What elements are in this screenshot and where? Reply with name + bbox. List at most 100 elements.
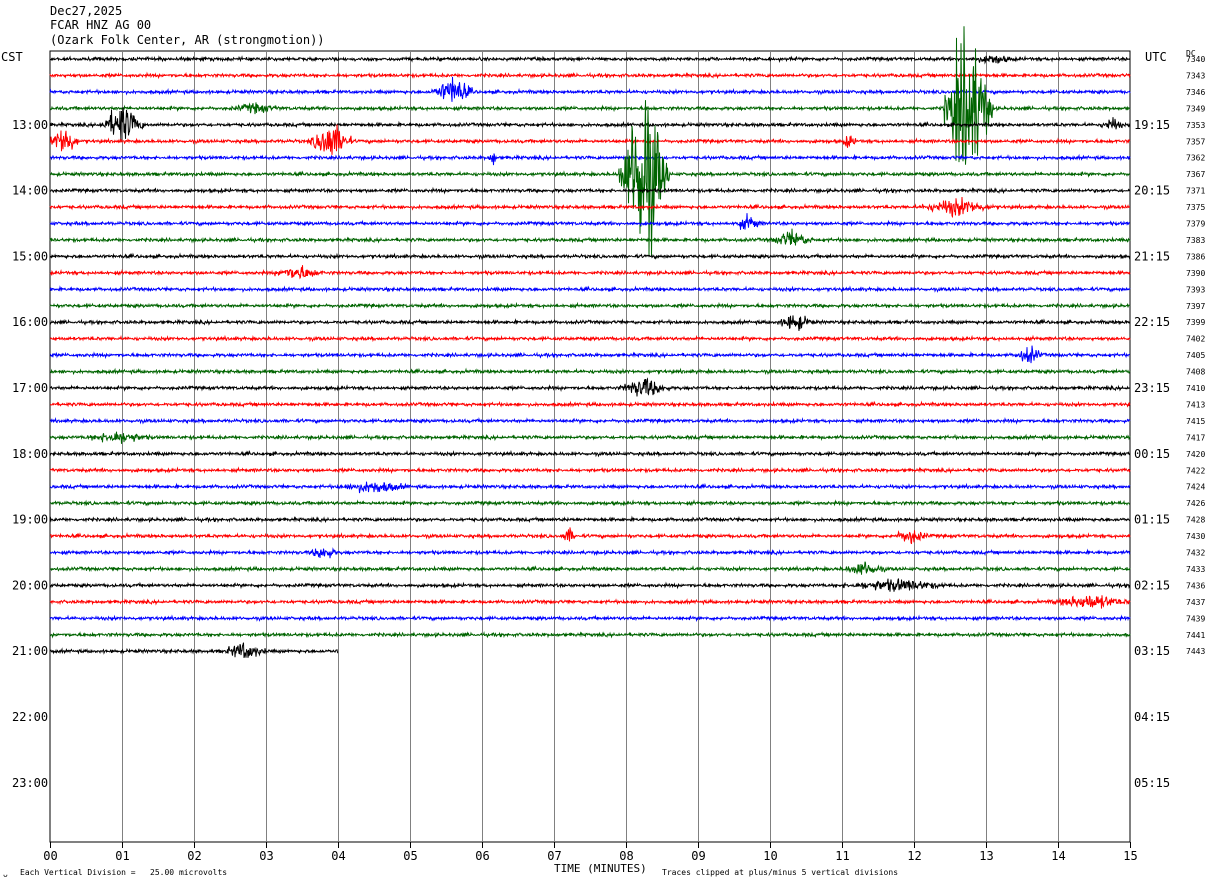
trace-row-4	[49, 107, 1131, 142]
right-hour-label: 23:15	[1134, 381, 1170, 395]
trace-row-1	[49, 71, 1131, 80]
trace-row-27	[49, 499, 1131, 507]
x-tick-label: 01	[115, 849, 129, 863]
x-tick-label: 09	[691, 849, 705, 863]
x-tick-label: 07	[547, 849, 561, 863]
dc-offset-label: 7362	[1186, 154, 1205, 163]
dc-offset-label: 7437	[1186, 598, 1205, 607]
left-hour-label: 15:00	[12, 249, 48, 263]
trace-row-18	[49, 345, 1130, 364]
x-tick-label: 13	[979, 849, 993, 863]
dc-offset-label: 7439	[1186, 614, 1205, 623]
x-tick-label: 14	[1051, 849, 1065, 863]
trace-row-19	[50, 367, 1131, 376]
trace-row-3	[49, 26, 1131, 165]
dc-offset-label: 7393	[1186, 285, 1205, 294]
dc-offset-label: 7343	[1186, 71, 1205, 80]
dc-offset-label: 7367	[1186, 170, 1205, 179]
trace-row-24	[49, 449, 1131, 458]
dc-offset-label: 7424	[1186, 483, 1205, 492]
trace-row-35	[49, 631, 1131, 639]
dc-offset-label: 7422	[1186, 466, 1205, 475]
trace-row-31	[49, 561, 1131, 575]
trace-row-28	[49, 515, 1131, 524]
dc-offset-label: 7390	[1186, 269, 1205, 278]
trace-row-25	[49, 466, 1131, 475]
right-hour-label: 19:15	[1134, 118, 1170, 132]
right-hour-label: 01:15	[1134, 513, 1170, 527]
trace-row-29	[49, 527, 1131, 545]
dc-offset-label: 7410	[1186, 384, 1205, 393]
dc-offset-label: 7402	[1186, 335, 1205, 344]
x-tick-label: 06	[475, 849, 489, 863]
x-tick-label: 12	[907, 849, 921, 863]
x-tick-label: 10	[763, 849, 777, 863]
trace-row-0	[49, 55, 1131, 65]
right-hour-label: 22:15	[1134, 315, 1170, 329]
dc-offset-label: 7383	[1186, 236, 1205, 245]
dc-offset-label: 7386	[1186, 252, 1205, 261]
x-tick-label: 05	[403, 849, 417, 863]
trace-row-16	[49, 315, 1131, 331]
vertical-division-note: Each Vertical Division = 25.00 microvolt…	[20, 868, 228, 877]
left-hour-label: 20:00	[12, 578, 48, 592]
trace-row-33	[49, 595, 1131, 609]
trace-row-2	[49, 76, 1131, 102]
dc-header-label: DC	[1186, 49, 1196, 58]
trace-row-5	[50, 124, 1131, 155]
trace-row-30	[49, 547, 1131, 559]
dc-offset-label: 7399	[1186, 318, 1205, 327]
x-axis-title: TIME (MINUTES)	[554, 862, 647, 875]
plot-date: Dec27,2025	[50, 4, 123, 18]
trace-row-12	[49, 252, 1131, 261]
dc-offset-label: 7433	[1186, 565, 1205, 574]
dc-offset-label: 7430	[1186, 532, 1205, 541]
x-tick-label: 15	[1123, 849, 1137, 863]
left-hour-label: 16:00	[12, 315, 48, 329]
left-hour-label: 22:00	[12, 710, 48, 724]
right-hour-label: 21:15	[1134, 249, 1170, 263]
right-hour-label: 04:15	[1134, 710, 1170, 724]
trace-row-34	[49, 614, 1131, 623]
x-tick-label: 00	[43, 849, 57, 863]
dc-offset-label: 7353	[1186, 121, 1205, 130]
right-timezone-label: UTC	[1145, 50, 1167, 64]
trace-row-23	[49, 431, 1131, 444]
trace-row-9	[49, 196, 1131, 219]
clipping-note: Traces clipped at plus/minus 5 vertical …	[662, 868, 899, 877]
trace-row-10	[49, 213, 1130, 230]
trace-row-7	[49, 100, 1130, 257]
dc-offset-label: 7428	[1186, 516, 1205, 525]
plot-frame	[49, 50, 1131, 843]
dc-offset-label: 7426	[1186, 499, 1205, 508]
trace-row-15	[49, 301, 1131, 310]
trace-row-20	[49, 377, 1131, 397]
dc-offset-label: 7432	[1186, 549, 1205, 558]
trace-row-22	[49, 416, 1131, 425]
dc-offset-label: 7417	[1186, 433, 1205, 442]
dc-offset-label: 7346	[1186, 88, 1205, 97]
left-hour-label: 23:00	[12, 776, 48, 790]
trace-row-11	[49, 228, 1131, 246]
trace-row-26	[49, 481, 1131, 494]
right-hour-label: 02:15	[1134, 578, 1170, 592]
logo-mark: ᴗ	[3, 870, 8, 879]
dc-offset-label: 7408	[1186, 368, 1205, 377]
x-tick-label: 11	[835, 849, 849, 863]
dc-offset-label: 7371	[1186, 187, 1205, 196]
dc-offset-label: 7413	[1186, 400, 1205, 409]
left-hour-label: 14:00	[12, 184, 48, 198]
station-code: FCAR HNZ AG 00	[50, 18, 152, 32]
trace-row-36	[49, 642, 339, 658]
dc-offset-label: 7340	[1186, 55, 1205, 64]
left-hour-label: 18:00	[12, 447, 48, 461]
dc-offset-label: 7379	[1186, 220, 1205, 229]
station-location: (Ozark Folk Center, AR (strongmotion))	[50, 33, 325, 47]
right-hour-label: 05:15	[1134, 776, 1170, 790]
left-hour-label: 13:00	[12, 118, 48, 132]
trace-row-32	[49, 578, 1131, 592]
left-hour-label: 19:00	[12, 513, 48, 527]
right-hour-label: 03:15	[1134, 644, 1170, 658]
trace-row-14	[49, 285, 1131, 293]
